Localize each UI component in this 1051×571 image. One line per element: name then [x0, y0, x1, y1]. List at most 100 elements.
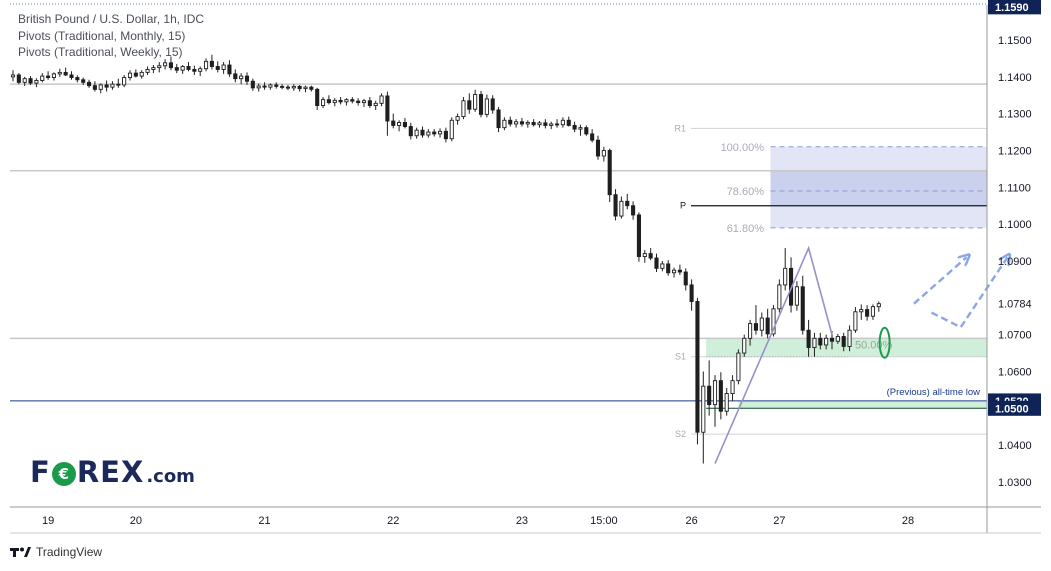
tradingview-branding[interactable]: TradingView	[10, 545, 102, 559]
legend-weekly-pivots[interactable]: Pivots (Traditional, Weekly, 15)	[18, 45, 183, 59]
atl-zone	[738, 400, 987, 409]
time-tick-label: 22	[387, 515, 399, 527]
projection-arrow-2	[930, 257, 1007, 329]
candle	[812, 332, 817, 357]
tradingview-label: TradingView	[36, 545, 103, 559]
candle	[51, 72, 56, 81]
time-axis[interactable]: 19 20 21 22 23 15:00 26 27 28	[10, 506, 1041, 534]
candle	[835, 333, 840, 344]
candle	[631, 201, 636, 220]
candle	[502, 117, 507, 131]
candle	[420, 126, 425, 138]
candle	[291, 84, 296, 91]
pivot-label-s1: S1	[675, 352, 686, 362]
candle	[478, 90, 484, 118]
candle	[110, 81, 115, 90]
candle	[666, 260, 671, 276]
candle	[736, 349, 741, 385]
candle	[859, 304, 864, 320]
candle	[794, 281, 799, 311]
wave-line	[714, 245, 833, 464]
candle	[531, 119, 536, 127]
last-price-label-bg	[988, 295, 1041, 312]
highlight-circle	[878, 326, 891, 359]
fib-label-7860: 78.60%	[727, 186, 765, 198]
candle	[157, 62, 162, 73]
time-tick-label: 15:00	[590, 515, 618, 527]
fib-label-50: 50.00%	[855, 339, 893, 351]
support-zone	[706, 338, 987, 357]
time-tick-label: 27	[773, 515, 785, 527]
candle	[753, 305, 758, 335]
candle	[280, 84, 285, 90]
candle	[672, 267, 677, 278]
price-label-bg	[988, 0, 1041, 15]
candle	[145, 66, 150, 75]
candle	[555, 119, 560, 128]
logo-text-com: .com	[146, 466, 195, 487]
candle	[274, 82, 279, 89]
time-tick-label: 19	[42, 515, 54, 527]
candle	[344, 98, 349, 106]
candle	[560, 117, 565, 128]
candle	[385, 91, 390, 136]
candle	[438, 128, 443, 138]
legend-symbol[interactable]: British Pound / U.S. Dollar, 1h, IDC	[18, 12, 205, 26]
candle	[537, 121, 542, 128]
candle	[461, 97, 466, 120]
candle	[10, 70, 16, 82]
time-tick-label: 20	[130, 515, 142, 527]
candle	[648, 248, 653, 261]
forex-logo: F € REX .com	[30, 455, 195, 489]
candle	[865, 305, 870, 321]
candle	[227, 60, 232, 77]
candle	[730, 375, 735, 401]
candle	[876, 301, 881, 312]
candle	[636, 212, 641, 262]
candle	[824, 334, 829, 350]
legend-monthly-pivots[interactable]: Pivots (Traditional, Monthly, 15)	[18, 28, 186, 43]
candle	[806, 319, 811, 357]
fib-zone-overlap	[770, 170, 987, 206]
candle	[853, 307, 858, 333]
candle	[233, 69, 238, 83]
candle	[677, 264, 682, 275]
candle	[847, 325, 852, 352]
candle	[660, 260, 665, 272]
candle	[303, 85, 308, 93]
candle	[408, 122, 413, 140]
candle	[777, 279, 782, 313]
horizontal-lines-layer: (Previous) all-time low R1 P S1 S2 100.00% 78.…	[10, 83, 987, 439]
candle	[309, 85, 314, 92]
candle	[127, 70, 133, 81]
candle	[496, 107, 501, 133]
last-price-label: 1.0784	[998, 299, 1032, 311]
candle	[321, 97, 326, 109]
candle	[256, 83, 261, 92]
candle	[46, 71, 51, 80]
pivot-label-r1: R1	[674, 123, 686, 133]
candle	[654, 253, 659, 273]
candle	[759, 312, 764, 337]
logo-euro-icon: €	[51, 462, 76, 486]
chart-legend: British Pound / U.S. Dollar, 1h, IDC Piv…	[18, 11, 204, 61]
time-tick-label: 23	[516, 515, 528, 527]
candle	[198, 66, 203, 77]
candle	[163, 59, 168, 70]
candle	[209, 54, 214, 70]
candle	[361, 98, 367, 108]
price-axis[interactable]: 1.1500 1.1400 1.1300 1.1200 1.1100 1.1000 1.09…	[986, 0, 1041, 533]
candle	[800, 275, 805, 335]
zones-layer	[706, 146, 987, 409]
candle	[467, 93, 472, 114]
candle	[338, 97, 343, 105]
price-label-bg	[988, 400, 1041, 416]
candle	[484, 94, 489, 118]
candle	[86, 79, 92, 88]
candle	[215, 61, 220, 73]
time-tick-label: 21	[258, 515, 270, 527]
candle	[449, 117, 454, 142]
candle	[613, 189, 618, 221]
candle	[168, 56, 174, 71]
